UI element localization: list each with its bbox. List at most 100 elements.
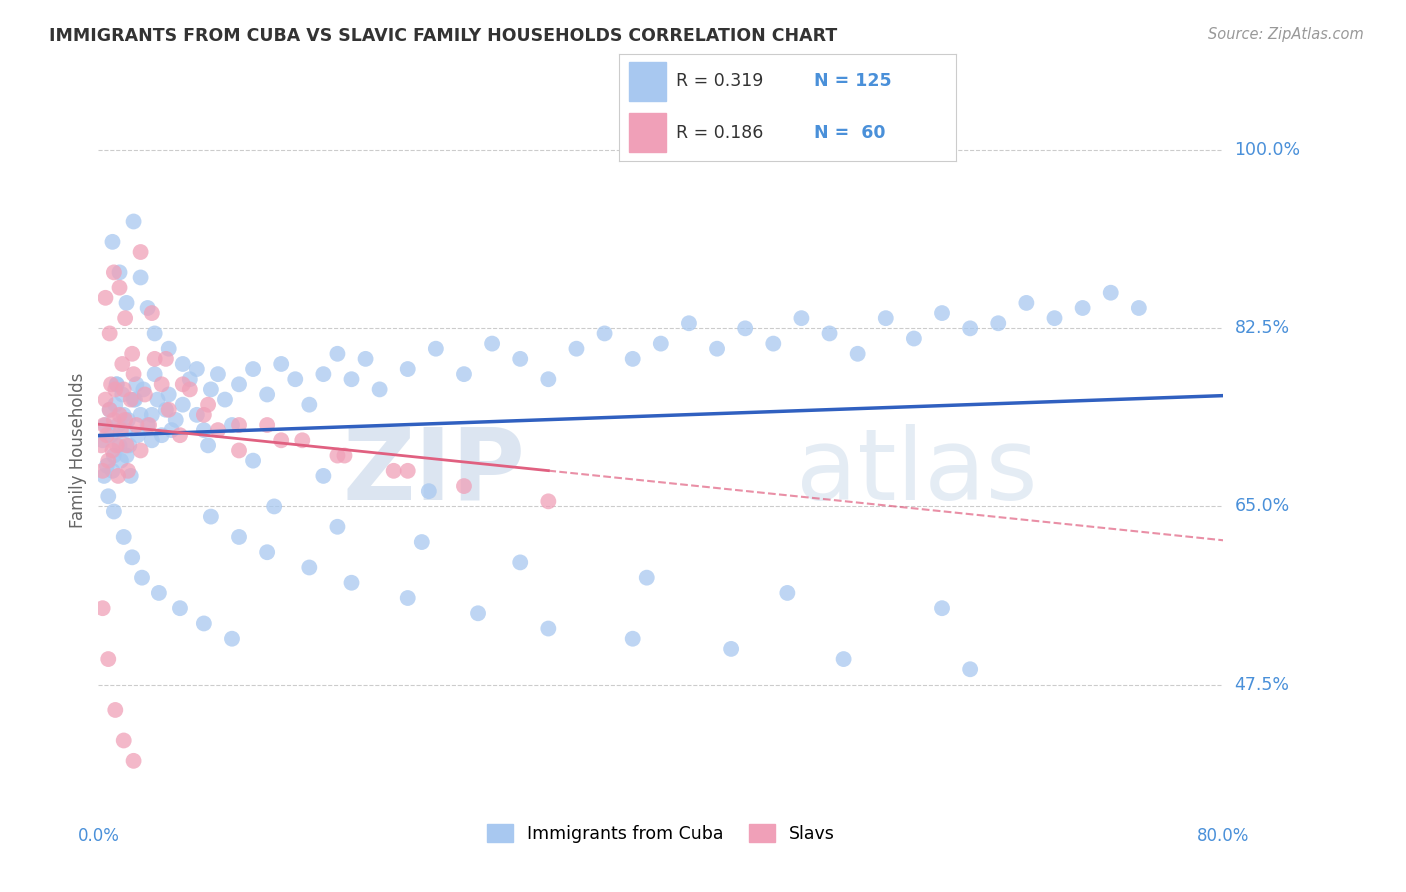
Point (143, 367, 166, 381)
Text: Source: ZipAtlas.com: Source: ZipAtlas.com (1208, 27, 1364, 42)
Text: N =  60: N = 60 (814, 124, 886, 142)
Point (111, 357, 134, 371)
Point (565, 342, 588, 356)
Point (340, 575, 363, 590)
Point (155, 351, 177, 366)
Point (987, 316, 1010, 330)
Point (221, 417, 243, 432)
Point (101, 464, 124, 478)
Point (94, 392, 117, 407)
Point (959, 662, 981, 676)
Point (104, 383, 127, 397)
Point (340, 372, 363, 386)
Point (537, 494, 560, 508)
Point (157, 387, 180, 401)
Text: atlas: atlas (796, 424, 1038, 521)
Point (112, 530, 135, 544)
Point (169, 601, 191, 615)
Point (411, 535, 433, 549)
Point (112, 733, 135, 747)
Point (104, 703, 127, 717)
Point (117, 413, 139, 427)
Point (621, 351, 644, 366)
Point (172, 398, 194, 412)
Point (112, 383, 135, 397)
Point (298, 398, 321, 412)
Point (228, 377, 250, 392)
Point (832, 652, 855, 666)
Point (354, 351, 377, 366)
Point (91, 434, 114, 448)
Point (129, 443, 152, 458)
Point (103, 413, 125, 427)
Point (97, 652, 120, 666)
Point (221, 632, 243, 646)
Point (120, 469, 142, 483)
Point (110, 453, 132, 467)
Point (97, 453, 120, 467)
Point (141, 408, 163, 422)
Point (94, 291, 117, 305)
Point (284, 372, 307, 386)
Point (312, 367, 335, 381)
Point (97, 489, 120, 503)
Point (122, 214, 145, 228)
Point (931, 601, 953, 615)
Point (396, 591, 419, 605)
Text: 82.5%: 82.5% (1234, 319, 1289, 337)
Text: N = 125: N = 125 (814, 72, 891, 90)
Point (100, 377, 122, 392)
Point (734, 321, 756, 335)
Point (115, 296, 138, 310)
Point (193, 616, 215, 631)
Point (193, 423, 215, 437)
Point (134, 387, 156, 401)
Point (107, 469, 129, 483)
Point (270, 434, 292, 448)
Point (91, 601, 114, 615)
Point (931, 306, 953, 320)
Point (418, 484, 440, 499)
Text: 100.0%: 100.0% (1234, 141, 1301, 160)
Point (396, 464, 419, 478)
Point (114, 311, 136, 326)
Point (242, 362, 264, 376)
Point (242, 453, 264, 467)
Bar (628, 113, 666, 152)
Point (107, 417, 129, 432)
Point (214, 392, 236, 407)
Point (125, 377, 148, 392)
Point (93, 469, 115, 483)
Point (179, 383, 201, 397)
Point (105, 438, 128, 452)
Point (186, 408, 208, 422)
Point (103, 449, 125, 463)
Point (903, 332, 925, 346)
Point (146, 392, 169, 407)
Text: 80.0%: 80.0% (1197, 827, 1250, 845)
Point (1071, 301, 1094, 315)
Point (143, 326, 166, 341)
Point (148, 586, 170, 600)
Point (1099, 285, 1122, 300)
Point (131, 571, 153, 585)
Point (122, 367, 145, 381)
Text: IMMIGRANTS FROM CUBA VS SLAVIC FAMILY HOUSEHOLDS CORRELATION CHART: IMMIGRANTS FROM CUBA VS SLAVIC FAMILY HO… (49, 27, 838, 45)
Point (186, 362, 208, 376)
Point (157, 402, 180, 417)
Point (96, 428, 118, 442)
Point (762, 336, 785, 351)
Point (104, 398, 127, 412)
Point (108, 438, 131, 452)
Point (111, 387, 134, 401)
Point (103, 504, 125, 518)
Point (193, 408, 215, 422)
Point (94, 417, 117, 432)
Point (115, 449, 138, 463)
Point (818, 326, 841, 341)
Point (132, 383, 155, 397)
Point (326, 347, 349, 361)
Point (298, 560, 321, 574)
Point (108, 265, 131, 279)
Point (200, 509, 222, 524)
